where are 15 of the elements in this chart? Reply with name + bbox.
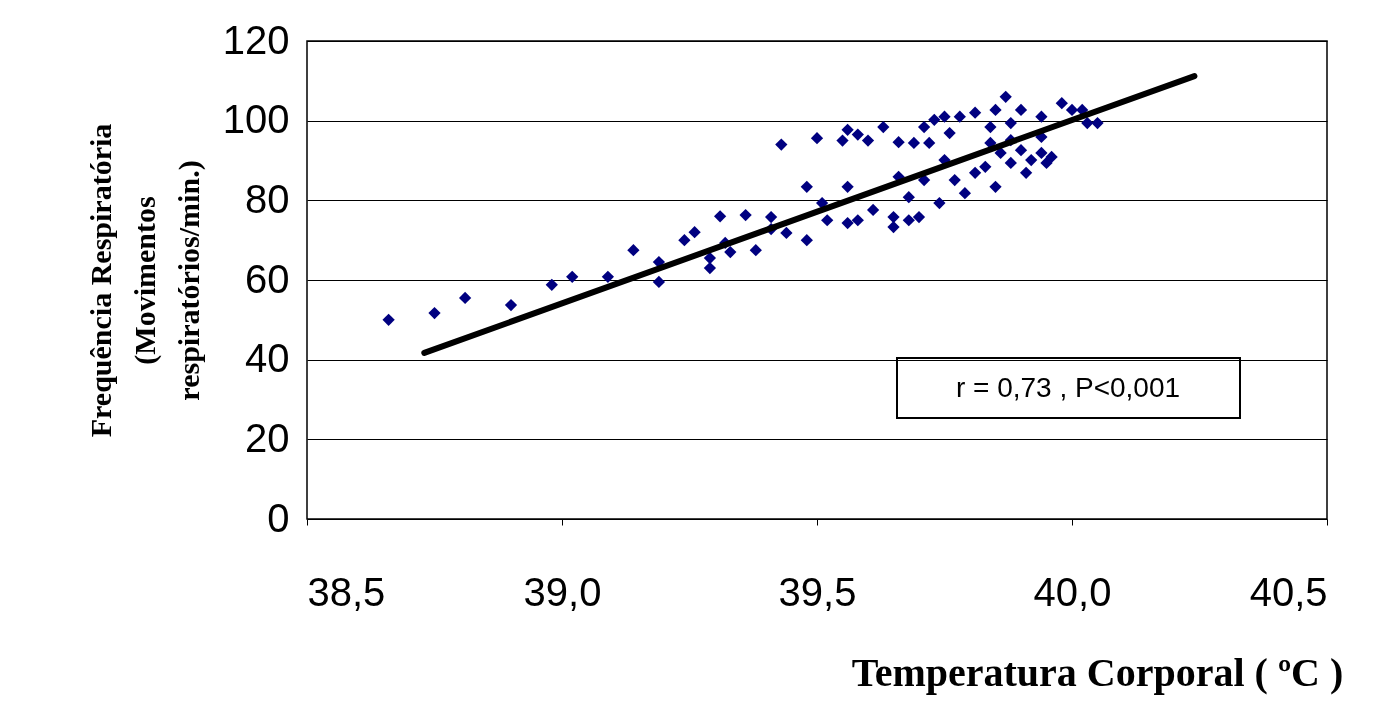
- x-tick-label: 40,0: [1033, 569, 1112, 614]
- y-tick-label: 60: [245, 256, 290, 301]
- x-tick-label: 39,5: [778, 569, 857, 614]
- y-tick-label: 80: [245, 176, 290, 221]
- x-tick-label: 38,5: [307, 569, 386, 614]
- x-tick-label: 39,0: [523, 569, 602, 614]
- y-tick-label: 20: [245, 415, 290, 460]
- y-tick-label: 0: [267, 495, 290, 540]
- y-tick-label: 40: [245, 336, 290, 381]
- x-axis-title: Temperatura Corporal ( ºC ): [851, 649, 1344, 695]
- x-tick-label: 40,5: [1249, 569, 1328, 614]
- y-tick-label: 120: [222, 17, 290, 62]
- y-tick-label: 100: [222, 97, 290, 142]
- annotation: r = 0,73 , P<0,001: [955, 372, 1181, 403]
- y-axis-title: Frequência Respiratória (Movimentos respiratórios/min.): [83, 123, 206, 438]
